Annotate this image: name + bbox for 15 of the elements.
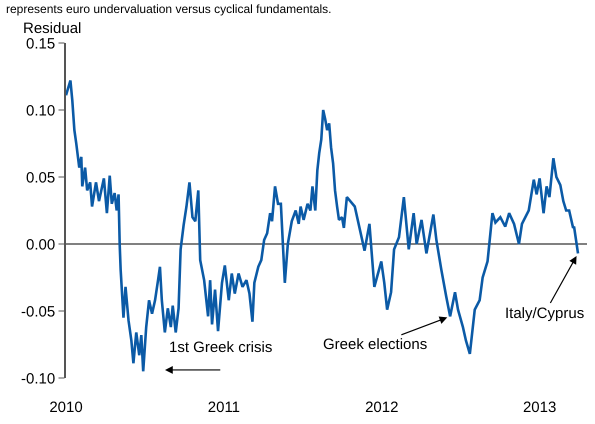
y-axis-title: Residual: [23, 20, 82, 37]
y-tick-label: -0.10: [21, 370, 56, 388]
annotation: 1st Greek crisis: [169, 339, 272, 356]
x-tick-label: 2013: [522, 399, 556, 416]
y-tick-label: 0.10: [26, 102, 56, 120]
x-tick-label: 2010: [49, 399, 83, 416]
y-tick-label: -0.05: [21, 303, 56, 320]
chart-subtitle: represents euro undervaluation versus cyclical fundamentals.: [6, 2, 332, 16]
annotation: Italy/Cyprus: [505, 305, 584, 322]
annotation: Greek elections: [323, 336, 428, 353]
y-tick-label: 0.15: [26, 35, 56, 52]
y-tick-label: 0.00: [26, 236, 56, 254]
y-tick-label: 0.05: [26, 169, 56, 186]
x-tick-label: 2011: [208, 399, 240, 416]
x-tick-label: 2012: [365, 399, 398, 416]
